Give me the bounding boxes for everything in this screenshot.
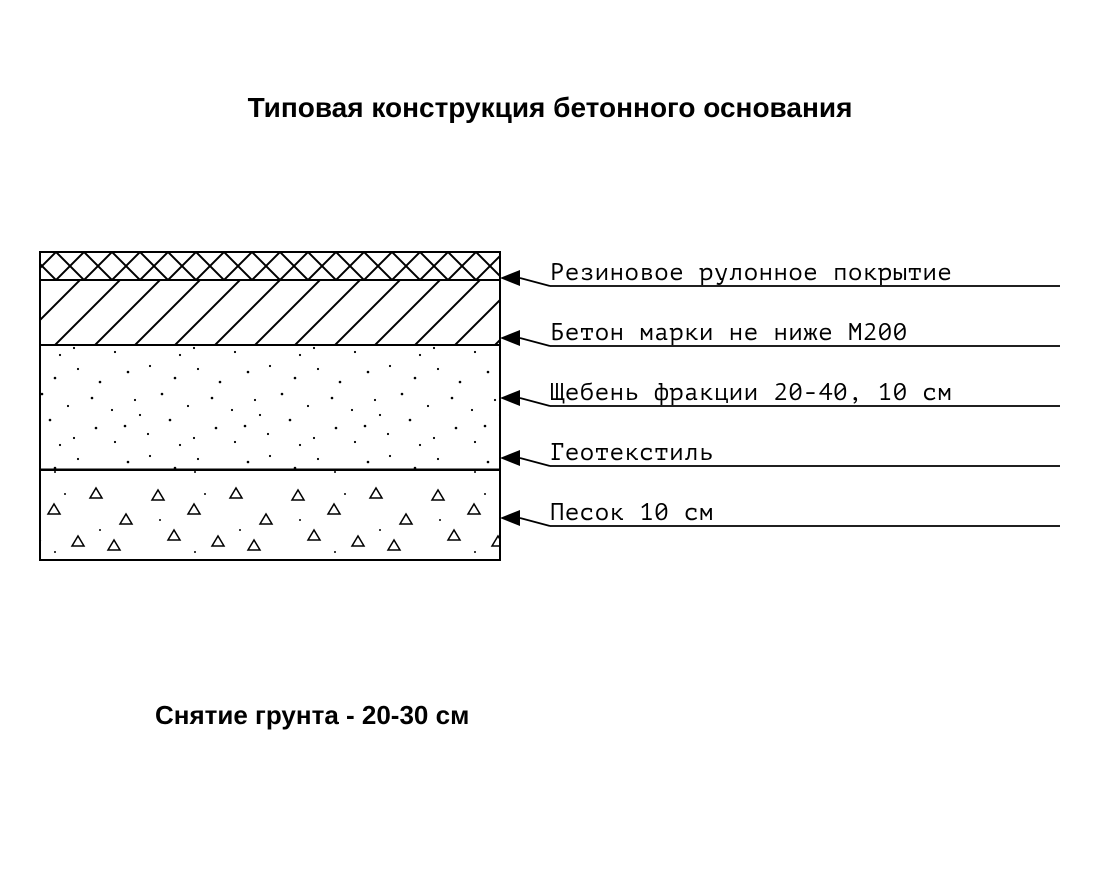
label-rubber-roll-coating: Резиновое рулонное покрытие (500, 259, 1060, 286)
label-text-crushed-stone: Щебень фракции 20-40, 10 см (550, 379, 952, 406)
arrowhead-icon (500, 270, 520, 286)
arrowhead-icon (500, 390, 520, 406)
arrowhead-icon (500, 510, 520, 526)
label-crushed-stone: Щебень фракции 20-40, 10 см (500, 379, 1060, 406)
label-text-concrete-m200: Бетон марки не ниже М200 (550, 319, 908, 346)
label-concrete-m200: Бетон марки не ниже М200 (500, 319, 1060, 346)
label-sand-10cm: Песок 10 см (500, 499, 1060, 526)
arrowhead-icon (500, 450, 520, 466)
label-text-sand-10cm: Песок 10 см (550, 499, 714, 526)
label-geotextile: Геотекстиль (500, 439, 1060, 466)
label-text-geotextile: Геотекстиль (550, 439, 714, 466)
layer-crushed-stone (40, 345, 500, 470)
arrowhead-icon (500, 330, 520, 346)
layer-concrete-m200 (40, 280, 500, 345)
layer-rubber-roll-coating (40, 252, 500, 280)
cross-section-diagram: Резиновое рулонное покрытие Бетон марки н… (0, 0, 1100, 880)
layer-sand-10cm (40, 470, 500, 560)
label-text-rubber-roll-coating: Резиновое рулонное покрытие (550, 259, 952, 286)
